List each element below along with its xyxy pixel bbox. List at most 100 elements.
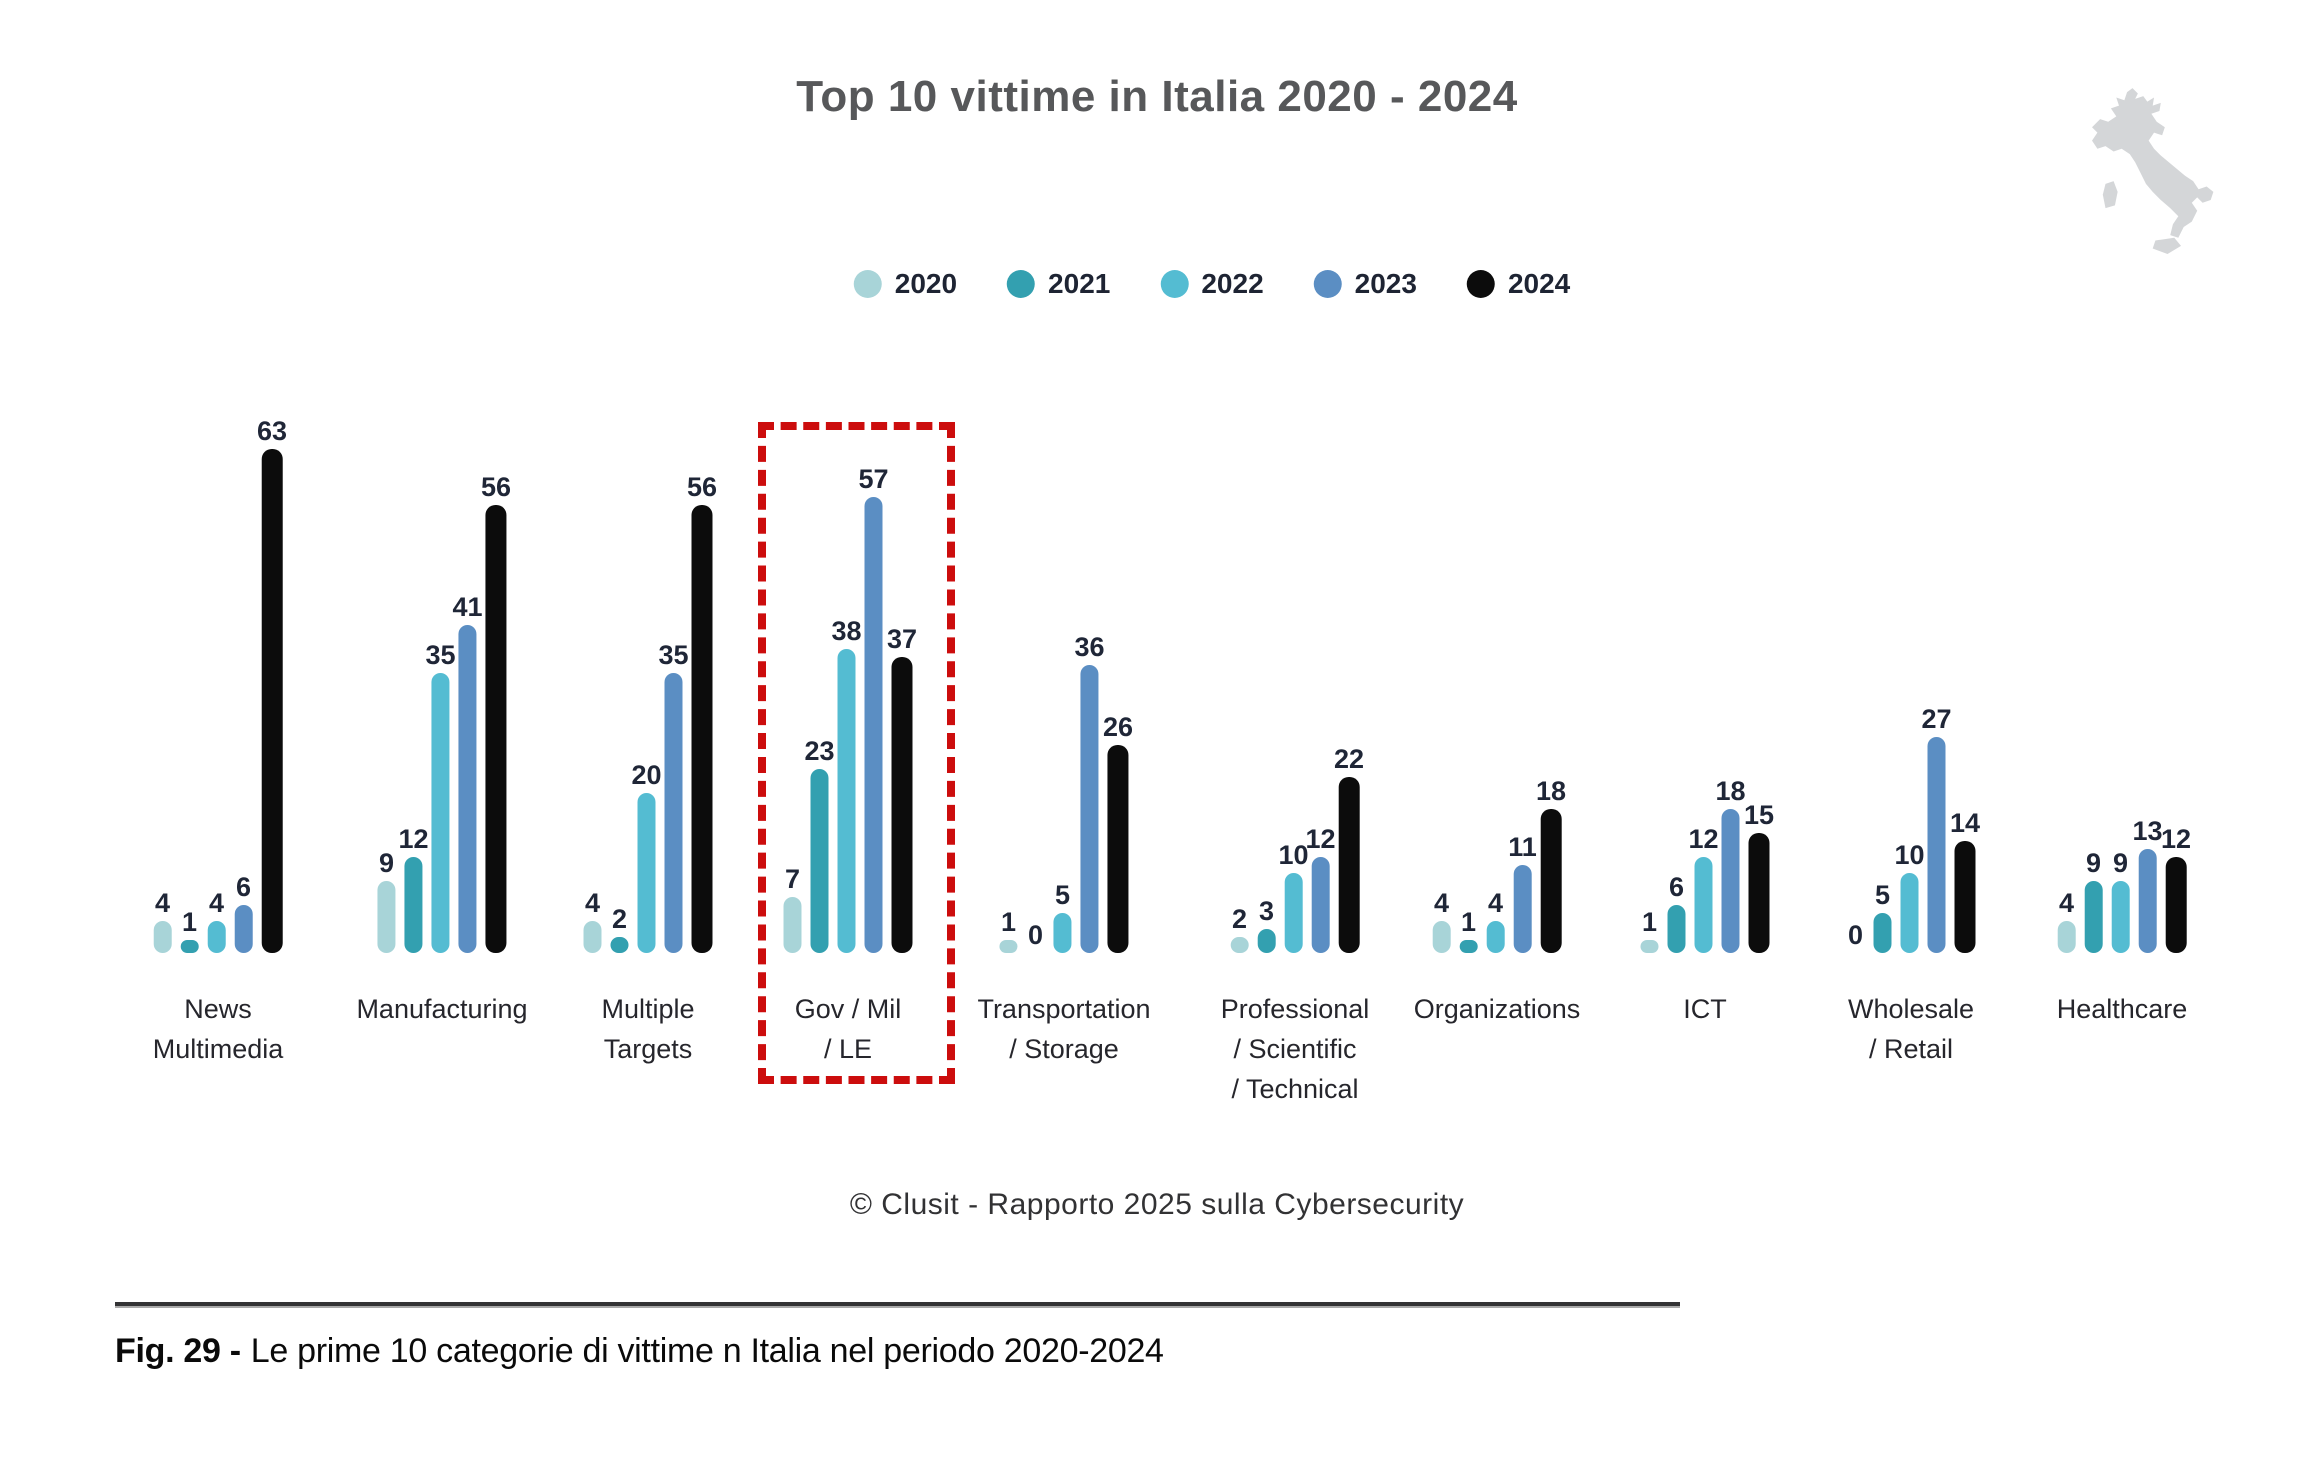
bar-2022 (1694, 857, 1713, 953)
bar-value-label: 35 (425, 640, 456, 670)
bar-column: 37 (887, 389, 917, 953)
bar-2022 (1486, 921, 1505, 953)
bar-value-label: 0 (1027, 920, 1044, 950)
bar-value-label: 1 (181, 907, 198, 937)
bar-2023 (864, 497, 883, 953)
bar-group-news-multimedia: 4 1 4 6 63 News Multimedia (153, 389, 288, 1069)
bar-column: 41 (452, 389, 483, 953)
bar-2024 (891, 657, 913, 953)
bar-column: 1 (180, 389, 199, 953)
bar-value-label: 26 (1102, 712, 1134, 742)
category-label: Wholesale / Retail (1848, 989, 1974, 1069)
bar-column: 2 (610, 389, 629, 953)
figure-caption-text: Le prime 10 categorie di vittime n Itali… (250, 1332, 1164, 1370)
caption-divider (115, 1302, 1680, 1308)
bar-2024 (1540, 809, 1562, 953)
bar-column: 1 (1459, 389, 1478, 953)
bar-value-label: 0 (1847, 920, 1864, 950)
bar-2020 (783, 897, 802, 953)
bar-2022 (2111, 881, 2130, 953)
bar-value-label: 1 (1641, 907, 1658, 937)
bars-row: 9 12 35 41 56 (377, 389, 511, 953)
bar-group-multiple-targets: 4 2 20 35 56 Multiple Targets (583, 389, 717, 1069)
bar-value-label: 22 (1333, 744, 1365, 774)
category-label: News Multimedia (153, 989, 284, 1069)
bar-2024 (1338, 777, 1360, 953)
category-label-line: Professional (1220, 994, 1370, 1024)
bar-value-label: 57 (858, 464, 889, 494)
bar-column: 18 (1536, 389, 1566, 953)
bar-value-label: 18 (1715, 776, 1746, 806)
bar-2024 (485, 505, 507, 953)
category-label-line: Multiple (601, 994, 695, 1024)
figure-caption: Fig. 29 - Le prime 10 categorie di vittim… (115, 1332, 1164, 1371)
legend-dot-icon (1160, 270, 1189, 298)
bars-row: 4 9 9 13 12 (2057, 389, 2191, 953)
bar-2023 (1721, 809, 1740, 953)
legend-dot-icon (853, 270, 882, 298)
bar-value-label: 4 (584, 888, 601, 918)
category-label: Multiple Targets (601, 989, 694, 1069)
bar-column: 0 (1847, 389, 1865, 953)
category-label-line: Transportation (977, 994, 1151, 1024)
bar-value-label: 5 (1054, 880, 1071, 910)
bar-value-label: 3 (1258, 896, 1275, 926)
bar-column: 0 (1027, 389, 1045, 953)
bar-column: 38 (831, 389, 862, 953)
category-label-line: / Scientific (1233, 1034, 1357, 1064)
category-label: Transportation / Storage (977, 989, 1150, 1069)
bar-value-label: 35 (658, 640, 689, 670)
bars-row: 4 2 20 35 56 (583, 389, 717, 953)
bar-column: 56 (481, 389, 511, 953)
bar-column: 5 (1053, 389, 1072, 953)
bar-value-label: 63 (256, 416, 288, 446)
figure-caption-prefix: Fig. 29 - (115, 1332, 241, 1370)
bar-value-label: 2 (1231, 904, 1248, 934)
bar-2020 (2057, 921, 2076, 953)
bar-value-label: 6 (1668, 872, 1685, 902)
bars-row: 2 3 10 12 22 (1230, 389, 1364, 953)
bar-2022 (207, 921, 226, 953)
bar-value-label: 12 (1688, 824, 1719, 854)
legend-item-2024: 2024 (1466, 268, 1570, 300)
bar-group-organizations: 4 1 4 11 18 Organizations (1414, 389, 1581, 1029)
bar-value-label: 56 (686, 472, 718, 502)
bar-2023 (664, 673, 683, 953)
bar-value-label: 7 (784, 864, 801, 894)
bar-value-label: 12 (1305, 824, 1336, 854)
bar-value-label: 5 (1874, 880, 1891, 910)
bar-value-label: 36 (1074, 632, 1105, 662)
category-label: Organizations (1414, 989, 1581, 1029)
bar-2021 (1667, 905, 1686, 953)
legend-dot-icon (1313, 270, 1342, 298)
bar-column: 36 (1074, 389, 1105, 953)
legend-dot-icon (1466, 270, 1495, 298)
bar-2023 (2138, 849, 2157, 953)
bar-column: 12 (2161, 389, 2191, 953)
bar-column: 11 (1508, 389, 1537, 953)
bar-column: 3 (1257, 389, 1276, 953)
bar-column: 4 (207, 389, 226, 953)
bar-value-label: 4 (154, 888, 171, 918)
bar-value-label: 20 (631, 760, 662, 790)
legend-item-2020: 2020 (853, 268, 958, 300)
category-label: Healthcare (2057, 989, 2188, 1029)
category-label-line: Wholesale (1847, 994, 1975, 1024)
category-label: Gov / Mil / LE (795, 989, 902, 1069)
category-label: ICT (1683, 989, 1727, 1029)
bar-value-label: 12 (2160, 824, 2192, 854)
bar-column: 26 (1103, 389, 1133, 953)
italy-map-icon (2092, 88, 2214, 254)
bar-2023 (1080, 665, 1099, 953)
bar-column: 22 (1334, 389, 1364, 953)
bar-column: 27 (1921, 389, 1952, 953)
bar-column: 7 (783, 389, 802, 953)
category-label-line: Gov / Mil (794, 994, 902, 1024)
legend-label: 2020 (894, 268, 958, 299)
legend-label: 2023 (1354, 268, 1417, 299)
bar-group-gov-mil-le: 7 23 38 57 37 Gov / Mil / LE (783, 389, 917, 1069)
legend-label: 2022 (1201, 268, 1264, 299)
bar-value-label: 1 (1000, 907, 1017, 937)
bar-column: 4 (1486, 389, 1505, 953)
bar-2021 (1459, 940, 1478, 953)
